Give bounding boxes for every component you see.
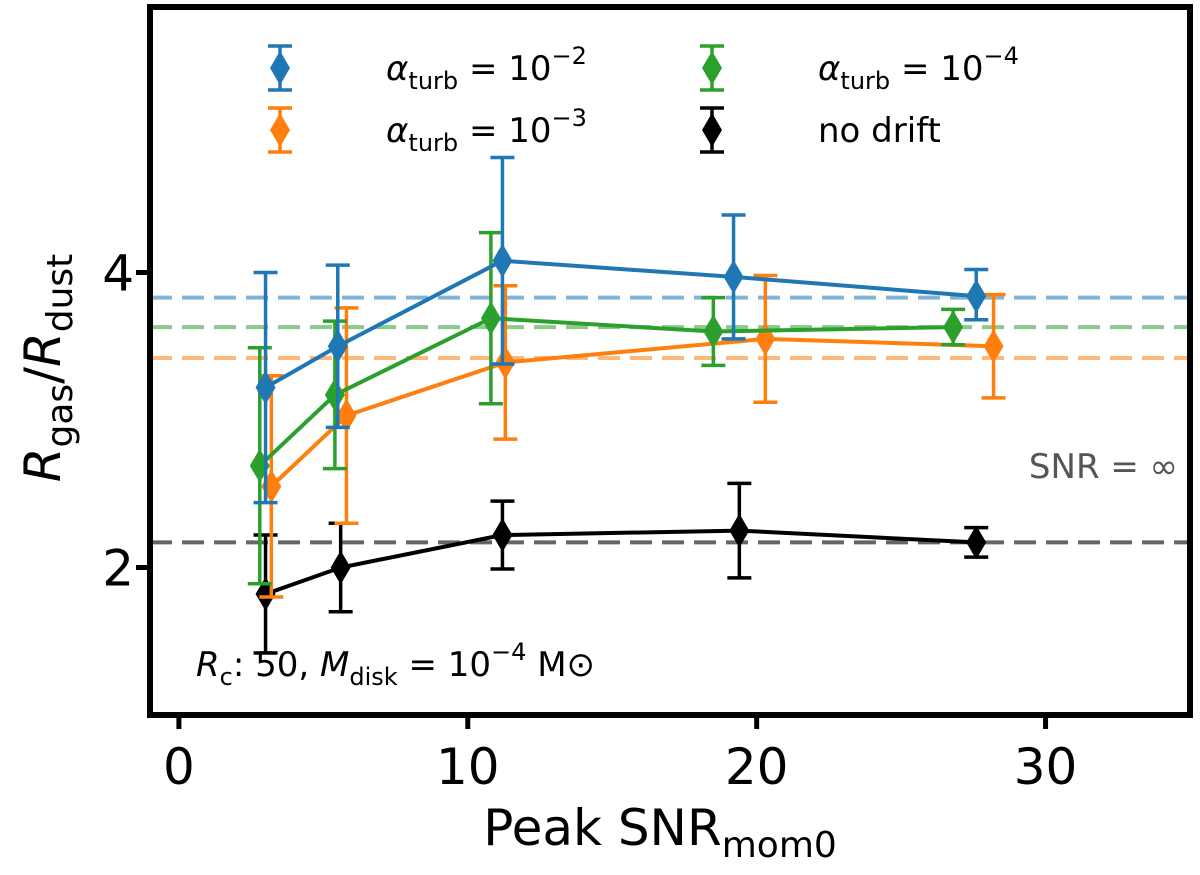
legend-label-eq-0: = 10	[458, 49, 551, 89]
series-line-1	[269, 336, 994, 488]
legend-label-3: no drift	[818, 111, 941, 151]
annot-r-subscript: c	[220, 663, 233, 691]
legend-label-symbol-0: α	[386, 49, 408, 89]
y-axis-label: Rgas/Rdust	[14, 254, 81, 483]
annot-m-unit: M⊙	[526, 645, 595, 685]
annot-m-symbol: M	[320, 645, 349, 685]
legend-label-1: αturb = 10−3	[386, 104, 587, 157]
disk-parameters-annotation: Rc: 50, Mdisk = 10−4 M⊙	[196, 638, 595, 691]
data-point-0-3	[723, 259, 744, 294]
data-point-3-2	[492, 518, 513, 553]
y-label-den-sub: dust	[40, 254, 81, 333]
series-line-3	[264, 528, 977, 596]
data-point-1-4	[983, 329, 1004, 364]
legend-marker-0	[270, 51, 290, 85]
legend-label-2: αturb = 10−4	[818, 42, 1019, 95]
annot-m-subscript: disk	[349, 663, 397, 691]
x-tick-label-1: 10	[436, 738, 500, 796]
legend-label-exp-0: −2	[552, 42, 587, 70]
legend-item-3: no drift	[700, 106, 941, 154]
data-point-3-3	[729, 513, 750, 548]
legend-marker-3	[702, 113, 722, 147]
annot-m-exponent: −4	[491, 638, 526, 666]
series-3	[253, 481, 989, 655]
legend-label-symbol-2: α	[818, 49, 840, 89]
x-axis-label-sub: mom0	[722, 825, 837, 866]
legend-label-sub-2: turb	[840, 67, 890, 95]
data-point-3-4	[966, 525, 987, 560]
x-tick-label-2: 20	[725, 738, 789, 796]
data-point-2-4	[943, 310, 964, 345]
y-label-den-main: R	[14, 332, 72, 367]
data-point-1-1	[336, 398, 357, 433]
y-tick-label-0: 2	[102, 540, 134, 598]
legend-label-0: αturb = 10−2	[386, 42, 587, 95]
legend-label-eq-2: = 10	[890, 49, 983, 89]
y-label-num-sub: gas	[40, 384, 81, 448]
data-point-3-1	[330, 550, 351, 585]
legend-marker-1	[270, 113, 290, 147]
annot-r-value: : 50,	[233, 645, 320, 685]
series-1	[259, 273, 1006, 599]
annot-m-eq: = 10	[398, 645, 491, 685]
legend-label-eq-1: = 10	[458, 111, 551, 151]
series-0	[253, 155, 989, 505]
axis-ticks: 0 10 20 30 2 4	[102, 245, 1077, 797]
x-tick-label-0: 0	[163, 738, 195, 796]
data-point-0-4	[966, 279, 987, 314]
data-point-0-0	[255, 370, 276, 405]
series-layer	[247, 155, 1006, 655]
y-label-num-main: R	[14, 448, 72, 483]
x-axis-label: Peak SNRmom0	[483, 799, 837, 866]
y-label-slash: /	[14, 367, 72, 384]
data-point-0-1	[327, 329, 348, 364]
data-point-0-2	[492, 243, 513, 278]
legend-marker-2	[702, 51, 722, 85]
legend-label-exp-1: −3	[552, 104, 587, 132]
data-point-2-2	[480, 301, 501, 336]
annot-r-symbol: R	[196, 645, 220, 685]
data-point-2-1	[324, 377, 345, 412]
legend-label-sub-0: turb	[408, 67, 458, 95]
legend-item-2: αturb = 10−4	[700, 42, 1019, 95]
x-axis-label-main: Peak SNR	[483, 799, 722, 857]
legend-label-symbol-1: α	[386, 111, 408, 151]
x-tick-label-3: 30	[1014, 738, 1078, 796]
legend-item-0: αturb = 10−2	[268, 42, 587, 95]
data-point-2-3	[703, 314, 724, 349]
legend-label-exp-2: −4	[984, 42, 1019, 70]
legend-label-sub-1: turb	[408, 129, 458, 157]
legend-item-1: αturb = 10−3	[268, 104, 587, 157]
snr-infinity-label: SNR = ∞	[1029, 447, 1178, 487]
y-tick-label-1: 4	[102, 245, 134, 303]
plot-frame	[147, 4, 1193, 718]
